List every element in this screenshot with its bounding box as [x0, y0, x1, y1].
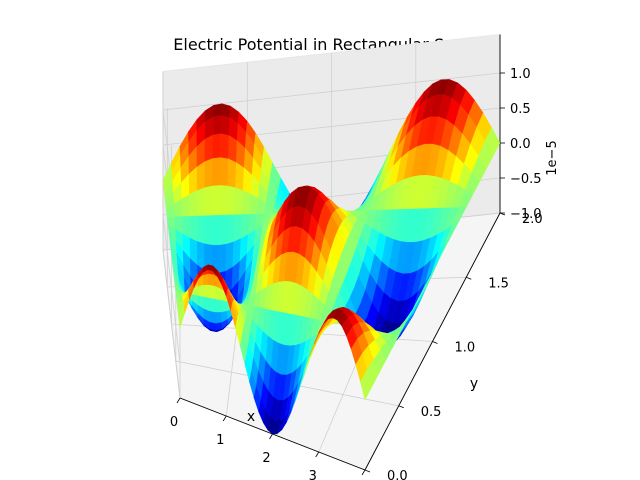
surface-facet — [227, 158, 237, 188]
x-tick-label: 1 — [216, 433, 224, 448]
z-tick-label: 0.0 — [510, 137, 531, 152]
surface-facet — [196, 215, 205, 245]
surface-facet — [220, 133, 230, 160]
tick-labels: 012340.00.51.01.52.0−1.0−0.50.00.51.0 — [170, 67, 543, 480]
surface-facet — [215, 311, 222, 324]
surface-facet — [218, 243, 227, 274]
z-tick-label: 0.5 — [510, 102, 531, 117]
x-tick-mark — [176, 397, 181, 404]
surface-facet — [212, 157, 221, 187]
surface-facet — [220, 115, 230, 136]
x-tick-mark — [222, 415, 227, 422]
surface-facet — [228, 135, 238, 163]
surface-facet — [214, 298, 222, 313]
surface-facet — [211, 215, 220, 246]
z-tick-label: 1.0 — [510, 67, 531, 82]
y-tick-label: 0.5 — [421, 405, 442, 420]
surface-facet — [219, 157, 229, 187]
surface-facet — [209, 310, 216, 324]
z-offset-text: 1e−5 — [545, 140, 560, 175]
surface-facet — [189, 215, 198, 242]
surface-facet — [234, 187, 244, 216]
surface-facet — [189, 190, 198, 217]
surface-facet — [360, 369, 373, 401]
surface-facet — [196, 187, 205, 217]
surface-facet — [207, 264, 214, 272]
surface-facet — [226, 214, 235, 245]
surface-facet — [225, 241, 234, 272]
surface-facet — [204, 158, 213, 188]
y-tick-label: 0.0 — [387, 469, 408, 480]
surface-facet — [212, 133, 222, 159]
y-tick-mark — [364, 469, 371, 473]
y-tick-mark — [432, 341, 438, 344]
surface-facet — [218, 214, 228, 246]
surface-facet — [196, 161, 206, 191]
surface-facet — [197, 284, 204, 297]
x-tick-label: 3 — [309, 469, 317, 480]
z-tick-label: −0.5 — [510, 172, 542, 187]
surface-facet — [208, 273, 215, 286]
y-tick-label: 1.0 — [455, 341, 476, 356]
surface-facet — [203, 296, 210, 312]
surface-facet — [219, 185, 228, 216]
surface-facet — [204, 134, 214, 162]
surface-facet — [211, 185, 221, 216]
surface-facet — [203, 273, 210, 285]
x-tick-mark — [361, 469, 366, 476]
surface-facet — [226, 185, 236, 216]
z-tick-label: −1.0 — [510, 207, 542, 222]
surface-facet — [203, 284, 210, 298]
x-tick-mark — [269, 433, 273, 440]
y-tick-mark — [398, 405, 404, 409]
surface-facet — [204, 215, 213, 246]
surface-mesh — [162, 79, 501, 435]
surface-facet — [212, 115, 222, 136]
surface-facet — [241, 190, 251, 215]
x-tick-label: 0 — [170, 415, 178, 430]
surface-facet — [213, 103, 223, 118]
x-axis-label: x — [247, 409, 255, 425]
y-axis-label: y — [470, 376, 478, 392]
surface-facet — [208, 297, 216, 313]
surface-facet — [204, 185, 213, 217]
y-tick-label: 2.0 — [522, 212, 543, 227]
y-tick-label: 1.5 — [488, 276, 509, 291]
x-tick-mark — [315, 451, 320, 458]
x-tick-label: 2 — [262, 451, 270, 466]
y-tick-mark — [466, 276, 472, 280]
surface-facet — [208, 284, 216, 300]
